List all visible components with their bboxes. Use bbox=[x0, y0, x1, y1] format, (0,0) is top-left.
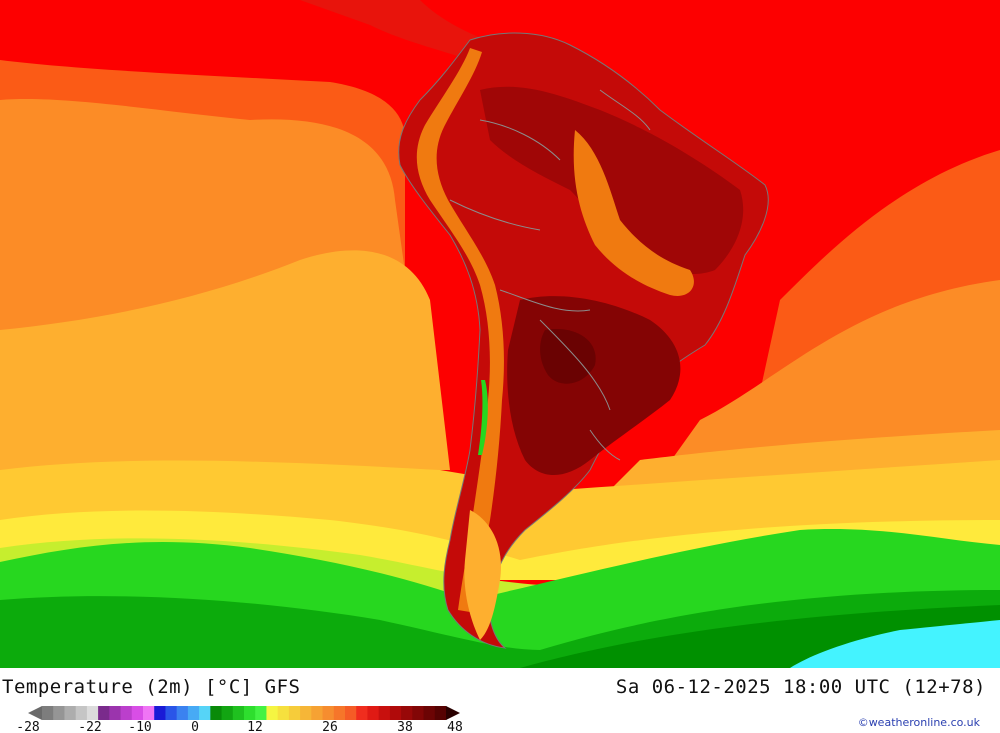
footer-bar bbox=[0, 668, 1000, 733]
legend-swatch bbox=[86, 706, 99, 720]
legend-swatch bbox=[187, 706, 200, 720]
legend-swatch bbox=[322, 706, 335, 720]
legend-tick-label: 0 bbox=[191, 720, 199, 733]
legend-swatch bbox=[378, 706, 391, 720]
andes-ridge bbox=[416, 48, 504, 612]
legend-swatch bbox=[232, 706, 245, 720]
legend-swatch bbox=[42, 706, 54, 720]
legend-swatch bbox=[165, 706, 178, 720]
legend-swatch bbox=[244, 706, 256, 720]
legend-swatch bbox=[345, 706, 357, 720]
legend-swatch bbox=[434, 706, 447, 720]
ocean-band-amber-west bbox=[0, 250, 450, 470]
brazil-plateau-orange bbox=[573, 130, 694, 296]
legend-swatch bbox=[412, 706, 425, 720]
legend-tick-label: 38 bbox=[397, 720, 413, 733]
andes-green-highlands bbox=[478, 380, 488, 455]
legend-swatch bbox=[98, 706, 110, 720]
legend-swatch bbox=[311, 706, 324, 720]
legend-swatch bbox=[401, 706, 413, 720]
legend-tick-label: -28 bbox=[16, 720, 39, 733]
legend-swatch bbox=[255, 706, 267, 720]
legend-swatch bbox=[143, 706, 155, 720]
legend-tick-label: -10 bbox=[128, 720, 151, 733]
legend-swatch bbox=[109, 706, 122, 720]
legend-min-arrow bbox=[28, 706, 42, 720]
patagonia-warm bbox=[464, 510, 501, 640]
country-borders bbox=[449, 89, 651, 461]
legend-tick-label: 26 bbox=[322, 720, 338, 733]
legend-tick-label: -22 bbox=[78, 720, 101, 733]
legend-max-arrow bbox=[446, 706, 460, 720]
legend-tick-label: 48 bbox=[447, 720, 463, 733]
temperature-map bbox=[0, 0, 1000, 668]
legend-swatch bbox=[199, 706, 211, 720]
legend-swatch bbox=[64, 706, 77, 720]
hot-core-north bbox=[480, 86, 744, 275]
legend-swatch bbox=[131, 706, 144, 720]
legend-swatch bbox=[356, 706, 368, 720]
hottest-spot bbox=[540, 329, 596, 384]
legend-tick-label: 12 bbox=[247, 720, 263, 733]
legend-swatch bbox=[75, 706, 88, 720]
legend-swatch bbox=[389, 706, 402, 720]
legend-swatch bbox=[367, 706, 380, 720]
legend-swatch bbox=[300, 706, 312, 720]
legend-swatch bbox=[221, 706, 234, 720]
valid-time: Sa 06-12-2025 18:00 UTC (12+78) bbox=[615, 676, 986, 698]
color-legend: -28 -22 -10 0 12 26 38 48 bbox=[16, 706, 463, 733]
credit-link[interactable]: ©weatheronline.co.uk bbox=[857, 716, 980, 729]
legend-swatch bbox=[120, 706, 133, 720]
legend-swatch bbox=[423, 706, 436, 720]
central-america-land bbox=[300, 0, 500, 60]
antarctic-cold-patch bbox=[790, 620, 1000, 668]
legend-swatch bbox=[333, 706, 346, 720]
legend-swatch bbox=[266, 706, 279, 720]
map-title: Temperature (2m) [°C] GFS bbox=[2, 676, 301, 698]
legend-swatch bbox=[53, 706, 65, 720]
legend-swatch bbox=[210, 706, 223, 720]
legend-swatch bbox=[176, 706, 189, 720]
legend-swatch bbox=[154, 706, 166, 720]
legend-swatch bbox=[277, 706, 290, 720]
legend-swatch bbox=[288, 706, 301, 720]
